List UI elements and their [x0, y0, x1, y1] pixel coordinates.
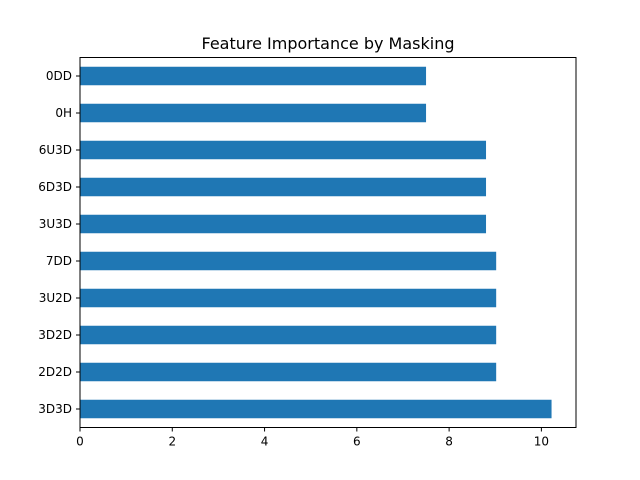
bar-3U3D	[80, 214, 487, 234]
y-tick-label: 3D2D	[38, 328, 72, 342]
y-tick-label: 7DD	[46, 254, 72, 268]
bar-7DD	[80, 251, 497, 271]
chart-title: Feature Importance by Masking	[202, 34, 455, 53]
bar-6U3D	[80, 140, 487, 160]
x-tick-label: 6	[353, 435, 361, 449]
bar-6D3D	[80, 177, 487, 197]
bar-0DD	[80, 66, 427, 86]
y-tick-label: 6D3D	[38, 180, 72, 194]
x-tick-label: 8	[445, 435, 453, 449]
y-tick-label: 0DD	[46, 69, 72, 83]
bar-3U2D	[80, 288, 497, 308]
y-tick-label: 3D3D	[38, 402, 72, 416]
bar-0H	[80, 103, 427, 123]
y-tick-label: 3U2D	[39, 291, 72, 305]
x-axis-ticks: 0 2 4 6 8 10	[76, 427, 549, 449]
x-tick-label: 4	[261, 435, 269, 449]
y-tick-label: 3U3D	[39, 217, 72, 231]
y-axis-ticks: 0DD 0H 6U3D 6D3D 3U3D 7DD 3U2D 3D2D 2D2D 3D3D	[38, 69, 80, 416]
y-tick-label: 6U3D	[39, 143, 72, 157]
y-tick-label: 2D2D	[38, 365, 72, 379]
bar-3D3D	[80, 399, 552, 419]
x-tick-label: 0	[76, 435, 84, 449]
x-tick-label: 10	[534, 435, 549, 449]
bar-2D2D	[80, 362, 497, 382]
x-tick-label: 2	[168, 435, 176, 449]
bar-3D2D	[80, 325, 497, 345]
bars-group	[80, 66, 552, 419]
y-tick-label: 0H	[55, 106, 72, 120]
plot-frame	[79, 57, 577, 428]
